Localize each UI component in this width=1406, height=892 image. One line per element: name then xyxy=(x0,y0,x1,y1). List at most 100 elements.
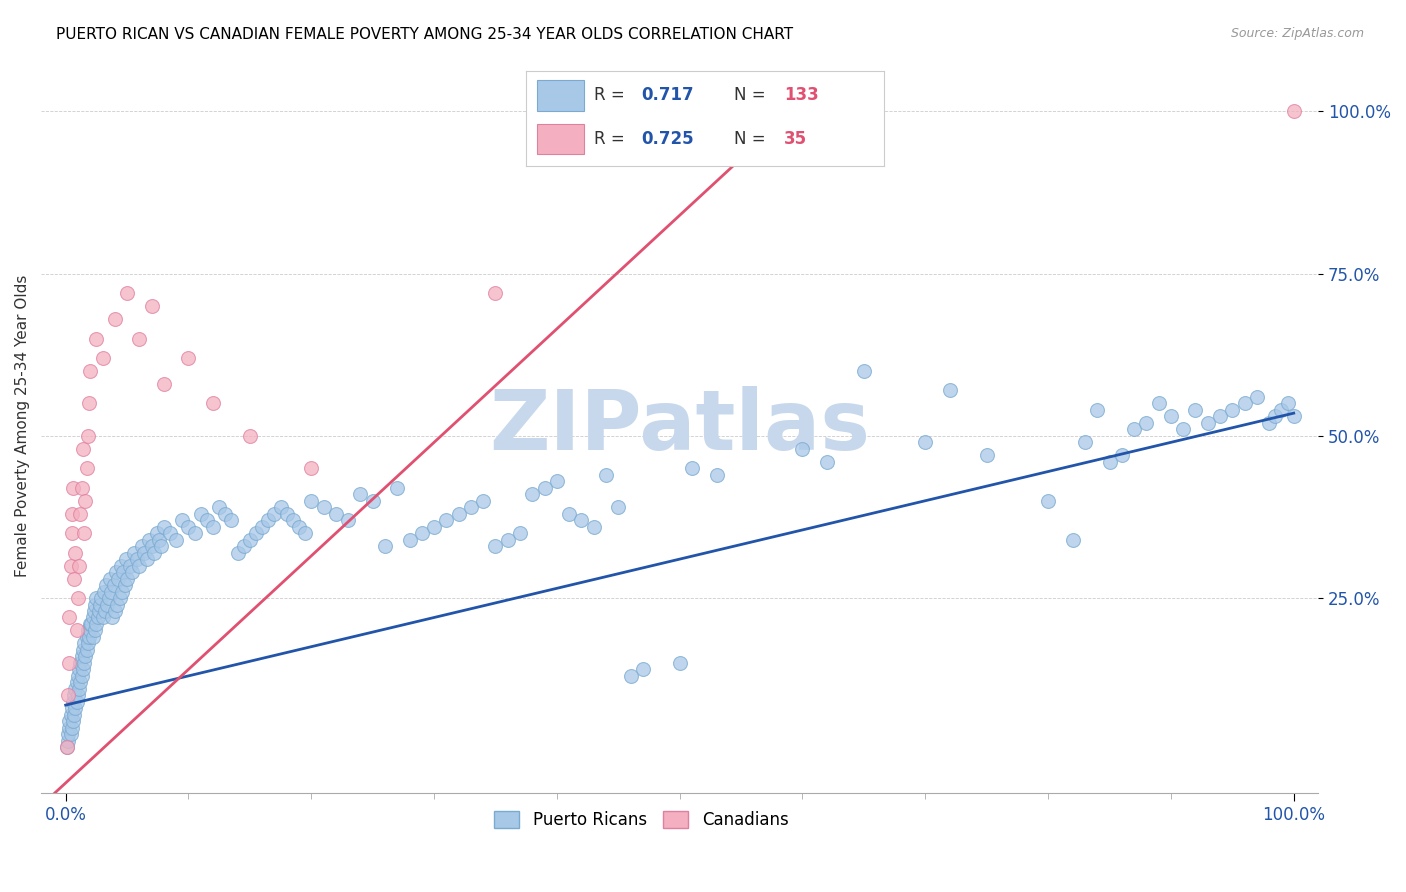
Point xyxy=(183,526,205,541)
Point xyxy=(1233,396,1256,410)
Point xyxy=(96,578,118,592)
Point xyxy=(411,526,433,541)
Point xyxy=(82,610,104,624)
Point xyxy=(232,539,254,553)
Point xyxy=(509,526,531,541)
Point xyxy=(214,507,236,521)
Point xyxy=(153,376,176,391)
Point xyxy=(1277,396,1299,410)
Point xyxy=(114,578,136,592)
Point xyxy=(125,552,148,566)
Point xyxy=(110,558,132,573)
Point xyxy=(374,539,396,553)
Point xyxy=(245,526,267,541)
Point xyxy=(73,526,96,541)
Point xyxy=(79,364,101,378)
Point xyxy=(84,624,107,638)
Point xyxy=(124,546,146,560)
Point xyxy=(118,558,141,573)
Point xyxy=(67,681,90,696)
Point xyxy=(208,500,231,515)
Point xyxy=(447,507,470,521)
Point xyxy=(153,519,176,533)
Point xyxy=(852,364,875,378)
Point xyxy=(63,689,86,703)
Point xyxy=(387,481,409,495)
Point xyxy=(66,591,89,605)
Point xyxy=(105,565,128,579)
Point xyxy=(558,507,581,521)
Point xyxy=(76,624,98,638)
Point xyxy=(73,636,96,650)
Point xyxy=(115,552,138,566)
Point xyxy=(66,669,89,683)
Point xyxy=(1184,403,1206,417)
Point xyxy=(72,442,94,456)
Point xyxy=(1246,390,1268,404)
Point xyxy=(484,286,506,301)
Point xyxy=(337,513,360,527)
Point xyxy=(72,643,94,657)
Point xyxy=(104,312,127,326)
Point xyxy=(131,539,153,553)
Text: ZIPatlas: ZIPatlas xyxy=(489,385,870,467)
Point xyxy=(58,656,80,670)
Point xyxy=(1062,533,1084,547)
Point xyxy=(79,617,101,632)
Point xyxy=(288,519,311,533)
Point xyxy=(141,299,163,313)
Point xyxy=(815,455,838,469)
Point xyxy=(128,332,150,346)
Point xyxy=(97,591,120,605)
Point xyxy=(1036,493,1059,508)
Point xyxy=(361,493,384,508)
Point xyxy=(190,507,212,521)
Point xyxy=(1098,455,1121,469)
Point xyxy=(496,533,519,547)
Point xyxy=(121,565,143,579)
Point xyxy=(83,604,105,618)
Point xyxy=(281,513,304,527)
Point xyxy=(75,493,97,508)
Point xyxy=(59,558,82,573)
Point xyxy=(1197,416,1219,430)
Point xyxy=(1282,409,1305,424)
Point xyxy=(82,630,104,644)
Point xyxy=(65,681,87,696)
Point xyxy=(138,533,160,547)
Point xyxy=(202,519,225,533)
Point xyxy=(91,351,114,365)
Point xyxy=(70,669,93,683)
Point xyxy=(1147,396,1170,410)
Point xyxy=(62,714,84,729)
Point xyxy=(86,332,108,346)
Point xyxy=(546,475,568,489)
Point xyxy=(398,533,420,547)
Point xyxy=(67,662,90,676)
Point xyxy=(63,572,86,586)
Point xyxy=(1074,435,1097,450)
Point xyxy=(91,610,114,624)
Point xyxy=(460,500,482,515)
Point xyxy=(349,487,371,501)
Point xyxy=(1282,104,1305,119)
Point xyxy=(239,429,262,443)
Point xyxy=(56,740,79,755)
Point xyxy=(145,526,167,541)
Point xyxy=(681,461,703,475)
Text: Source: ZipAtlas.com: Source: ZipAtlas.com xyxy=(1230,27,1364,40)
Point xyxy=(148,533,170,547)
Point xyxy=(87,604,110,618)
Point xyxy=(66,689,89,703)
Point xyxy=(1085,403,1108,417)
Point xyxy=(165,533,187,547)
Point xyxy=(56,689,79,703)
Point xyxy=(1209,409,1232,424)
Point xyxy=(101,610,124,624)
Point xyxy=(77,396,100,410)
Point xyxy=(76,461,98,475)
Point xyxy=(939,384,962,398)
Text: PUERTO RICAN VS CANADIAN FEMALE POVERTY AMONG 25-34 YEAR OLDS CORRELATION CHART: PUERTO RICAN VS CANADIAN FEMALE POVERTY … xyxy=(56,27,793,42)
Point xyxy=(582,519,605,533)
Point xyxy=(619,669,641,683)
